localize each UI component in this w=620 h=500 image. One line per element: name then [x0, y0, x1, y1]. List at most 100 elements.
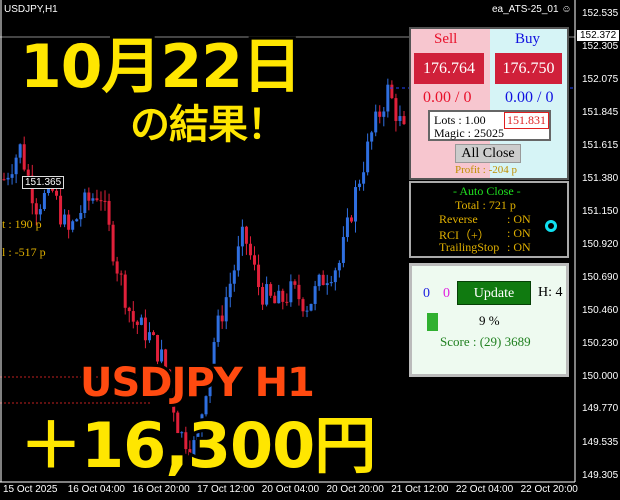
candle-body [196, 430, 200, 441]
symbol-title: USDJPY,H1 [4, 4, 58, 15]
candle-body [228, 283, 232, 298]
candle-body [123, 274, 127, 308]
candle-body [71, 221, 75, 230]
all-close-button[interactable]: All Close [455, 144, 521, 163]
candle-body [10, 174, 14, 178]
score-panel: 0 0 Update H: 4 9 % Score : (29) 3689 [409, 263, 569, 377]
h-label: H: 4 [538, 285, 563, 300]
candle-body [111, 224, 115, 262]
sell-button[interactable]: 176.764 [414, 53, 484, 84]
candle-body [289, 281, 293, 303]
candle-body [200, 414, 204, 431]
candle-body [337, 262, 341, 271]
candle-body [244, 226, 248, 244]
candle-body [220, 315, 224, 322]
update-button[interactable]: Update [457, 281, 531, 305]
time-tick-label: 20 Oct 20:00 [326, 484, 384, 495]
candle-body [192, 440, 196, 456]
price-tick-label: 151.845 [582, 106, 619, 118]
loss-label: l : -517 p [2, 245, 46, 259]
candle-body [180, 432, 184, 434]
candle-body [156, 334, 160, 362]
candle-body [248, 243, 252, 256]
time-tick-label: 17 Oct 12:00 [197, 484, 255, 495]
candle-body [2, 179, 6, 181]
price-tick-label: 150.460 [582, 304, 619, 316]
rci-label: RCI（+） [439, 228, 490, 242]
candle-body [143, 317, 147, 341]
time-tick-label: 22 Oct 04:00 [455, 484, 514, 495]
candle-body [236, 246, 240, 271]
candle-body [83, 192, 87, 213]
candle-body [63, 214, 67, 225]
candle-body [14, 157, 18, 175]
price-tick-label: 151.615 [582, 139, 619, 151]
candle-body [386, 84, 390, 112]
price-tick-label: 149.770 [582, 403, 619, 415]
candle-body [151, 332, 155, 335]
price-tag: 151.365 [22, 176, 65, 189]
candle-body [297, 284, 301, 300]
candle-body [285, 301, 289, 303]
count-blue: 0 [423, 286, 430, 301]
candle-body [382, 111, 386, 117]
candle-body [26, 169, 30, 176]
count-magenta: 0 [443, 286, 450, 301]
time-tick-label: 20 Oct 04:00 [261, 484, 320, 495]
candle-body [131, 311, 135, 322]
trailing-value: : ON [507, 240, 531, 254]
buy-position: 0.00 / 0 [505, 89, 554, 106]
lots-magic-box: Lots : 1.00 Magic : 25025 151.831 [428, 110, 551, 141]
price-tick-label: 150.230 [582, 337, 619, 349]
time-tick-label: 16 Oct 04:00 [67, 484, 125, 495]
circle-icon [545, 220, 557, 232]
time-tick-label: 16 Oct 20:00 [132, 484, 190, 495]
profit-text: Profit : -204 p [455, 164, 518, 176]
price-tick-label: 152.075 [582, 73, 619, 85]
candle-body [168, 369, 172, 388]
candle-body [366, 141, 370, 173]
price-tick-label: 151.380 [582, 173, 619, 185]
candle-body [317, 274, 321, 287]
candle-body [261, 287, 265, 305]
sell-position: 0.00 / 0 [423, 89, 472, 106]
candle-body [91, 198, 95, 201]
buy-label: Buy [515, 31, 541, 47]
candle-body [216, 315, 220, 343]
score-label: Score : (29) 3689 [440, 334, 531, 349]
candle-body [208, 365, 212, 397]
status-panel: - Auto Close - Total : 721 p Reverse : O… [409, 181, 569, 258]
smiley-icon: ☺ [561, 4, 572, 15]
candle-body [160, 349, 164, 362]
buy-button[interactable]: 176.750 [495, 53, 562, 84]
candle-body [325, 283, 329, 286]
candle-body [99, 200, 103, 202]
trailing-label: TrailingStop [439, 240, 500, 254]
reverse-value: : ON [507, 212, 531, 226]
trade-panel: Sell Buy 176.764 176.750 0.00 / 0 0.00 /… [409, 27, 569, 180]
price-box: 151.831 [504, 112, 549, 129]
candle-body [358, 183, 362, 188]
candle-body [370, 132, 374, 142]
candle-body [301, 299, 305, 312]
candle-body [305, 310, 309, 312]
total-label: Total : 721 p [455, 198, 516, 212]
candle-body [18, 144, 22, 158]
candle-body [79, 212, 83, 220]
candle-body [240, 226, 244, 247]
candle-body [273, 295, 277, 304]
candle-body [394, 98, 398, 121]
candle-body [313, 286, 317, 304]
overlay-pair: USDJPY H1 [77, 357, 318, 409]
candle-body [224, 297, 228, 322]
candle-body [6, 177, 10, 180]
candle-body [341, 237, 345, 263]
price-tick-label: 151.150 [582, 206, 619, 218]
candle-body [402, 116, 406, 125]
candle-body [281, 290, 285, 302]
candle-body [127, 307, 131, 312]
candle-body [59, 195, 63, 225]
candle-body [277, 290, 281, 304]
candle-body [232, 270, 236, 284]
